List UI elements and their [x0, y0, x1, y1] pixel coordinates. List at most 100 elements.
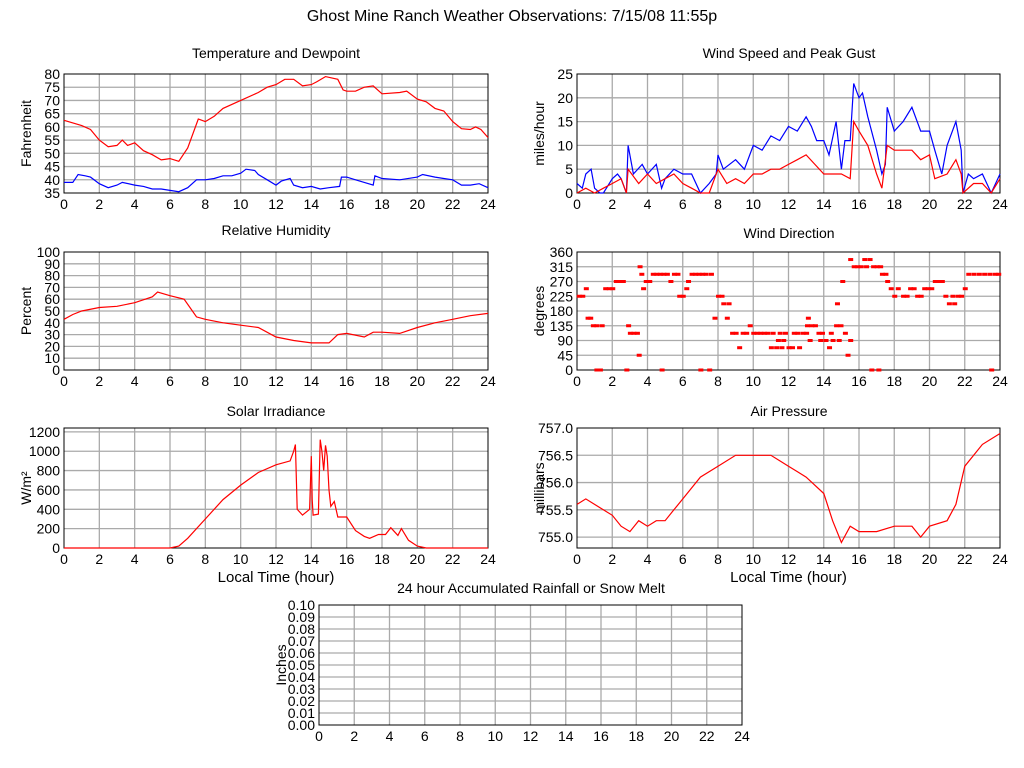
- data-point: [842, 331, 848, 335]
- y-tick-label: 10: [44, 350, 60, 366]
- x-tick-label: 22: [699, 728, 715, 744]
- y-tick-label: 65: [44, 106, 60, 122]
- x-tick-label: 6: [166, 373, 174, 389]
- data-point: [950, 294, 956, 298]
- y-axis-label: millibars: [531, 462, 547, 513]
- data-point: [915, 294, 921, 298]
- data-point: [922, 287, 928, 291]
- data-point: [597, 368, 603, 372]
- data-point: [624, 368, 630, 372]
- data-point: [848, 258, 854, 262]
- x-tick-label: 22: [957, 551, 973, 567]
- x-tick-label: 4: [131, 373, 139, 389]
- y-tick-label: 40: [44, 315, 60, 331]
- data-point: [580, 294, 586, 298]
- x-tick-label: 18: [886, 373, 902, 389]
- series-relative-humidity: [63, 291, 489, 344]
- y-tick-label: 0: [565, 185, 573, 201]
- x-tick-label: 0: [573, 196, 581, 212]
- x-tick-label: 14: [816, 373, 832, 389]
- x-tick-label: 8: [714, 373, 722, 389]
- y-tick-label: 10: [557, 137, 573, 153]
- data-point: [791, 331, 797, 335]
- data-point: [996, 272, 1002, 276]
- data-point: [770, 331, 776, 335]
- x-tick-label: 18: [374, 196, 390, 212]
- data-point: [895, 287, 901, 291]
- plot-frame: [576, 427, 1001, 549]
- y-tick-label: 70: [44, 92, 60, 108]
- y-tick-label: 0.09: [288, 609, 315, 625]
- x-tick-label: 2: [608, 551, 616, 567]
- y-tick-label: 756.5: [538, 447, 573, 463]
- data-point: [862, 258, 868, 262]
- data-point: [885, 280, 891, 283]
- y-tick-label: 50: [44, 303, 60, 319]
- x-tick-label: 24: [992, 373, 1008, 389]
- x-tick-label: 0: [60, 373, 68, 389]
- x-tick-label: 8: [714, 551, 722, 567]
- chart-2: 0 2 4 6 8 10 12 14 16 18 20 22 240102030405060708090…: [18, 244, 496, 389]
- x-tick-label: 16: [339, 373, 355, 389]
- data-point: [721, 302, 727, 306]
- chart-title-humidity: Relative Humidity: [221, 222, 331, 238]
- data-point: [946, 302, 952, 306]
- data-point: [700, 272, 706, 276]
- x-axis-label: Local Time (hour): [730, 569, 847, 586]
- x-tick-label: 12: [268, 196, 284, 212]
- data-point: [583, 287, 589, 291]
- y-tick-label: 70: [44, 279, 60, 295]
- chart-0: 0 2 4 6 8 10 12 14 16 18 20 22 243540455055606570758…: [18, 66, 496, 212]
- x-tick-label: 16: [339, 196, 355, 212]
- data-point: [904, 294, 910, 298]
- x-tick-label: 20: [410, 551, 426, 567]
- x-tick-label: 4: [131, 196, 139, 212]
- data-point: [631, 331, 637, 335]
- data-point: [943, 294, 949, 298]
- data-point: [987, 272, 993, 276]
- x-tick-label: 2: [95, 551, 103, 567]
- plot-frame: [63, 251, 489, 371]
- data-point: [751, 331, 757, 335]
- data-point: [696, 272, 702, 276]
- data-point: [576, 294, 582, 298]
- y-tick-label: 60: [44, 291, 60, 307]
- data-point: [962, 287, 968, 291]
- x-tick-label: 18: [886, 551, 902, 567]
- x-tick-label: 20: [922, 373, 938, 389]
- y-tick-label: 755.0: [538, 529, 573, 545]
- chart-title-wind-speed: Wind Speed and Peak Gust: [702, 45, 876, 61]
- y-tick-label: 45: [557, 347, 573, 363]
- y-tick-label: 225: [550, 288, 574, 304]
- data-point: [627, 331, 633, 335]
- x-tick-label: 2: [608, 196, 616, 212]
- x-tick-label: 6: [679, 196, 687, 212]
- y-tick-label: 80: [44, 268, 60, 284]
- y-axis-label: Inches: [273, 644, 289, 685]
- data-point: [936, 280, 942, 283]
- data-point: [823, 339, 829, 342]
- x-tick-label: 8: [456, 728, 464, 744]
- x-tick-label: 4: [131, 551, 139, 567]
- y-tick-label: 360: [550, 244, 574, 260]
- data-point: [795, 331, 801, 335]
- x-tick-label: 0: [573, 551, 581, 567]
- y-axis-label: degrees: [531, 286, 547, 337]
- data-point: [643, 280, 649, 283]
- x-tick-label: 2: [95, 373, 103, 389]
- chart-title-solar: Solar Irradiance: [226, 403, 326, 419]
- data-point: [774, 346, 780, 350]
- data-point: [932, 280, 938, 283]
- data-point: [867, 258, 873, 262]
- x-tick-label: 8: [201, 196, 209, 212]
- data-point: [809, 324, 815, 328]
- chart-1: 0 2 4 6 8 10 12 14 16 18 20 22 240510152025miles/hou…: [531, 66, 1008, 212]
- x-tick-label: 14: [304, 196, 320, 212]
- data-point: [992, 272, 998, 276]
- data-point: [888, 287, 894, 291]
- y-tick-label: 20: [44, 338, 60, 354]
- data-point: [590, 324, 596, 328]
- x-tick-label: 12: [781, 373, 797, 389]
- data-point: [758, 331, 764, 335]
- data-point: [724, 316, 730, 320]
